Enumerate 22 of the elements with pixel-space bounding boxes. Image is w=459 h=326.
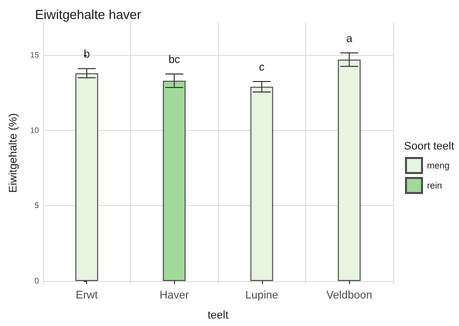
bar [75,73,98,281]
x-tick-label: Veldboon [326,290,372,302]
x-tick-label: Lupine [245,290,278,302]
y-axis-title: Eiwitgehalte (%) [8,113,20,193]
legend-title: Soort teelt [404,140,454,152]
x-tick-label: Haver [160,290,190,302]
y-tick-label: 15 [30,50,40,60]
bar [338,60,361,281]
legend-label: rein [427,180,442,190]
x-tick-label: Erwt [76,290,98,302]
annotation: b [84,48,90,61]
annotation: a [346,32,354,45]
annotation: c [259,61,265,74]
chart-title: Eiwitgehalte haver [35,7,142,22]
y-tick-label: 5 [34,201,40,210]
y-tick-label: 10 [30,126,40,135]
bar [162,80,186,281]
annotation: bc [168,54,181,66]
x-axis-title: teelt [208,310,228,322]
bar [250,86,274,281]
y-tick-label: 0 [34,276,40,286]
legend-label: meng [427,160,450,170]
